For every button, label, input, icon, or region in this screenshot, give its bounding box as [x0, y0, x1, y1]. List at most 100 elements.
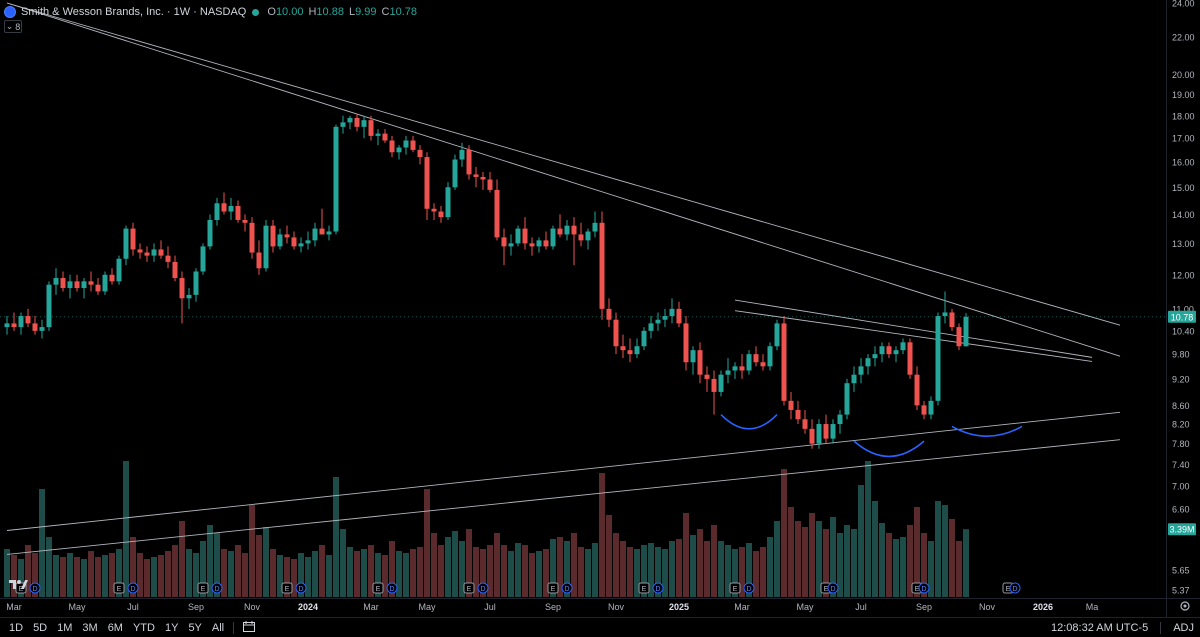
candle-body: [382, 133, 388, 141]
price-tick-label: 20.00: [1172, 70, 1195, 80]
volume-bar: [753, 551, 759, 597]
candle-body: [816, 424, 822, 444]
range-6m-button[interactable]: 6M: [107, 621, 123, 634]
candle-body: [396, 147, 402, 153]
price-tick-label: 6.60: [1172, 505, 1190, 515]
dividend-marker-circle: [386, 582, 398, 594]
range-5d-button[interactable]: 5D: [33, 621, 48, 634]
volume-bar: [571, 533, 577, 597]
candle-body: [655, 319, 661, 324]
clock-readout[interactable]: 12:08:32 AM UTC-5: [1051, 621, 1149, 634]
volume-bar: [704, 541, 710, 597]
volume-bar: [795, 521, 801, 597]
candle-body: [592, 222, 598, 232]
indicator-toggle-button[interactable]: ⌄ 8: [4, 20, 22, 33]
candle-body: [900, 342, 906, 351]
candle-body: [312, 228, 318, 241]
range-1m-button[interactable]: 1M: [57, 621, 73, 634]
dividend-marker-circle: [652, 582, 664, 594]
range-5y-button[interactable]: 5Y: [188, 621, 202, 634]
bottom-toolbar: 1D 5D 1M 3M 6M YTD 1Y 5Y All 12:08:32 AM…: [0, 617, 1200, 637]
volume-bar: [207, 525, 213, 597]
time-tick-label: Nov: [979, 602, 996, 612]
volume-bar: [214, 533, 220, 597]
candle-body: [438, 211, 444, 218]
volume-bar: [823, 529, 829, 597]
volume-bar: [543, 549, 549, 597]
earnings-marker-box: [372, 582, 384, 594]
time-tick-label: Mar: [734, 602, 750, 612]
candle-body: [473, 174, 479, 177]
candle-body: [410, 140, 416, 150]
adj-toggle-button[interactable]: ADJ: [1173, 621, 1194, 634]
volume-bar: [193, 553, 199, 597]
trendline: [6, 2, 1121, 357]
price-tick-label: 14.00: [1172, 210, 1195, 220]
candle-body: [424, 157, 430, 209]
dividend-marker-circle: [29, 582, 41, 594]
range-ytd-button[interactable]: YTD: [132, 621, 155, 634]
volume-bar: [431, 533, 437, 597]
volume-bar: [347, 547, 353, 597]
candle-body: [305, 240, 311, 244]
time-tick-label: Sep: [545, 602, 561, 612]
candle-body: [431, 208, 437, 212]
volume-bar: [613, 533, 619, 597]
dividend-marker: D: [127, 582, 139, 594]
dividend-marker: D: [295, 582, 307, 594]
time-tick-label: Jul: [484, 602, 496, 612]
price-tick-label: 8.60: [1172, 401, 1190, 411]
range-all-button[interactable]: All: [211, 621, 225, 634]
dividend-marker: D: [477, 582, 489, 594]
candle-body: [179, 278, 185, 299]
volume-bar: [494, 533, 500, 597]
volume-bar: [284, 557, 290, 597]
volume-bar: [221, 549, 227, 597]
open-label: O: [267, 6, 276, 18]
candle-body: [494, 189, 500, 238]
candle-body: [347, 117, 353, 123]
candle-body: [361, 120, 367, 127]
candle-body: [760, 362, 766, 367]
range-1y-button[interactable]: 1Y: [164, 621, 179, 634]
volume-bar: [746, 543, 752, 597]
volume-bar: [956, 541, 962, 597]
candle-body: [788, 400, 794, 410]
volume-bar: [816, 521, 822, 597]
last-volume-label: 3.39M: [1169, 525, 1194, 535]
time-tick-label: Nov: [244, 602, 261, 612]
candle-body: [130, 228, 136, 250]
candle-body: [144, 252, 150, 256]
volume-bar: [851, 529, 857, 597]
candle-body: [606, 308, 612, 320]
candle-body: [270, 225, 276, 247]
volume-bar: [858, 485, 864, 597]
volume-bar: [53, 555, 59, 597]
symbol-title[interactable]: Smith & Wesson Brands, Inc. · 1W · NASDA…: [21, 6, 247, 18]
earnings-marker-box: [113, 582, 125, 594]
dividend-marker: D: [561, 582, 573, 594]
candle-body: [914, 374, 920, 406]
trendline: [6, 439, 1121, 555]
volume-bar: [389, 541, 395, 597]
event-marker-label: D: [746, 586, 751, 593]
volume-bar: [725, 545, 731, 597]
volume-bar: [354, 551, 360, 597]
volume-bar: [599, 473, 605, 597]
candle-body: [578, 234, 584, 241]
range-3m-button[interactable]: 3M: [82, 621, 98, 634]
candle-body: [354, 117, 360, 127]
volume-bar: [263, 527, 269, 597]
candle-body: [872, 354, 878, 359]
date-range-calendar-icon[interactable]: [238, 620, 260, 635]
volume-bar: [144, 559, 150, 597]
candle-body: [774, 323, 780, 347]
candle-body: [942, 312, 948, 317]
event-marker-label: D: [921, 586, 926, 593]
range-1d-button[interactable]: 1D: [9, 621, 24, 634]
earnings-marker-box: [463, 582, 475, 594]
volume-bar: [774, 521, 780, 597]
candle-body: [963, 316, 969, 347]
